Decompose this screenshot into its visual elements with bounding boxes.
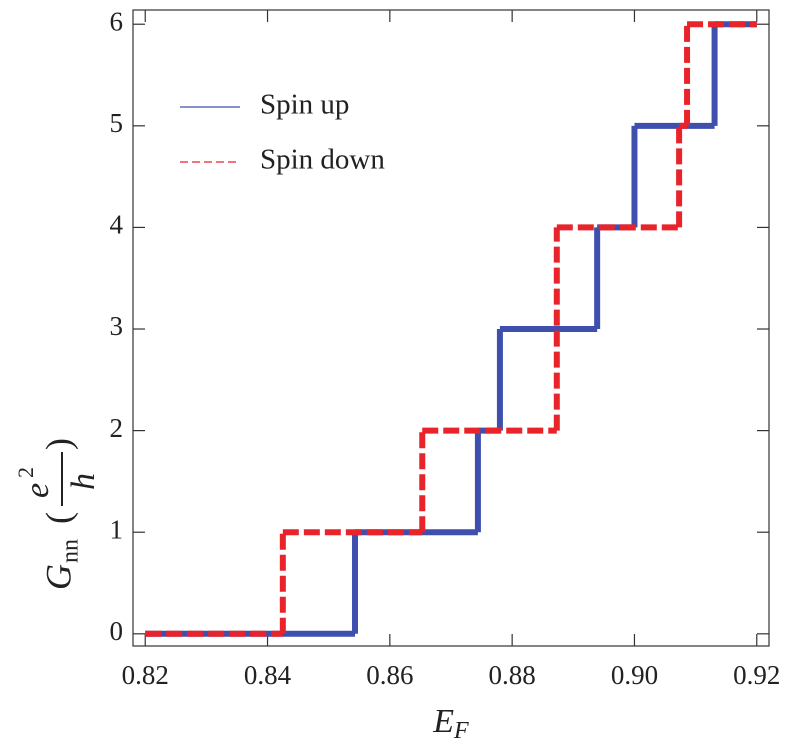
y-tick-label: 2 xyxy=(110,413,124,443)
y-tick-label: 3 xyxy=(110,311,124,341)
y-tick-label: 0 xyxy=(110,616,124,646)
y-tick-label: 5 xyxy=(110,108,124,138)
plot-frame xyxy=(132,9,770,647)
x-axis-label: EF xyxy=(432,703,469,744)
x-tick-label: 0.82 xyxy=(122,660,169,690)
y-axis-label: G nn ( e 2 h ) xyxy=(13,438,102,590)
y-label-exponent: 2 xyxy=(13,467,38,478)
y-label-open: ( xyxy=(38,512,78,524)
legend-label: Spin down xyxy=(260,144,385,176)
y-label-symbol: G xyxy=(38,564,78,590)
y-label-numerator: e xyxy=(19,483,56,498)
y-label-subscript: nn xyxy=(58,539,84,563)
x-tick-label: 0.84 xyxy=(244,660,292,690)
y-tick-label: 1 xyxy=(110,514,124,544)
x-tick-label: 0.86 xyxy=(366,660,413,690)
legend-label: Spin up xyxy=(260,89,349,121)
y-tick-label: 6 xyxy=(110,6,124,36)
x-tick-label: 0.90 xyxy=(611,660,658,690)
y-label-denominator: h xyxy=(65,473,102,490)
x-label-symbol: E xyxy=(432,703,454,740)
x-label-subscript: F xyxy=(453,718,469,744)
x-tick-label: 0.92 xyxy=(733,660,780,690)
x-tick-label: 0.88 xyxy=(489,660,536,690)
y-label-close: ) xyxy=(38,438,78,450)
y-tick-label: 4 xyxy=(110,210,124,240)
